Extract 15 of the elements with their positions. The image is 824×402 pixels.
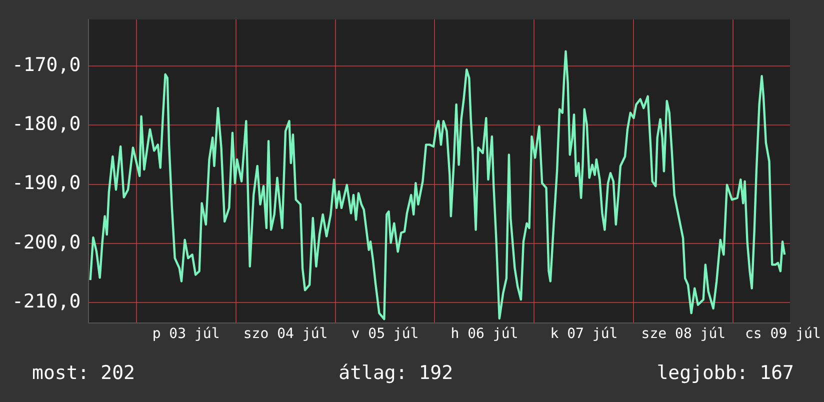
x-tick-label: v 05 júl bbox=[351, 326, 419, 342]
x-tick-label: p 03 júl bbox=[152, 326, 220, 342]
x-tick-label: k 07 júl bbox=[550, 326, 618, 342]
x-tick-label: szo 04 júl bbox=[243, 326, 328, 342]
x-tick-label: cs 09 júl bbox=[745, 326, 821, 342]
x-tick-label: sze 08 júl bbox=[641, 326, 726, 342]
x-tick-label: h 06 júl bbox=[450, 326, 518, 342]
y-tick-label: -190,0 bbox=[12, 172, 81, 194]
text: most: 202 bbox=[32, 362, 135, 384]
y-tick-label: -200,0 bbox=[12, 231, 81, 254]
text: legjobb: 167 bbox=[656, 362, 794, 384]
y-tick-label: -170,0 bbox=[12, 54, 81, 76]
y-tick-label: -210,0 bbox=[12, 290, 81, 312]
y-tick-label: -180,0 bbox=[12, 113, 81, 136]
text: átlag: 192 bbox=[338, 362, 454, 384]
